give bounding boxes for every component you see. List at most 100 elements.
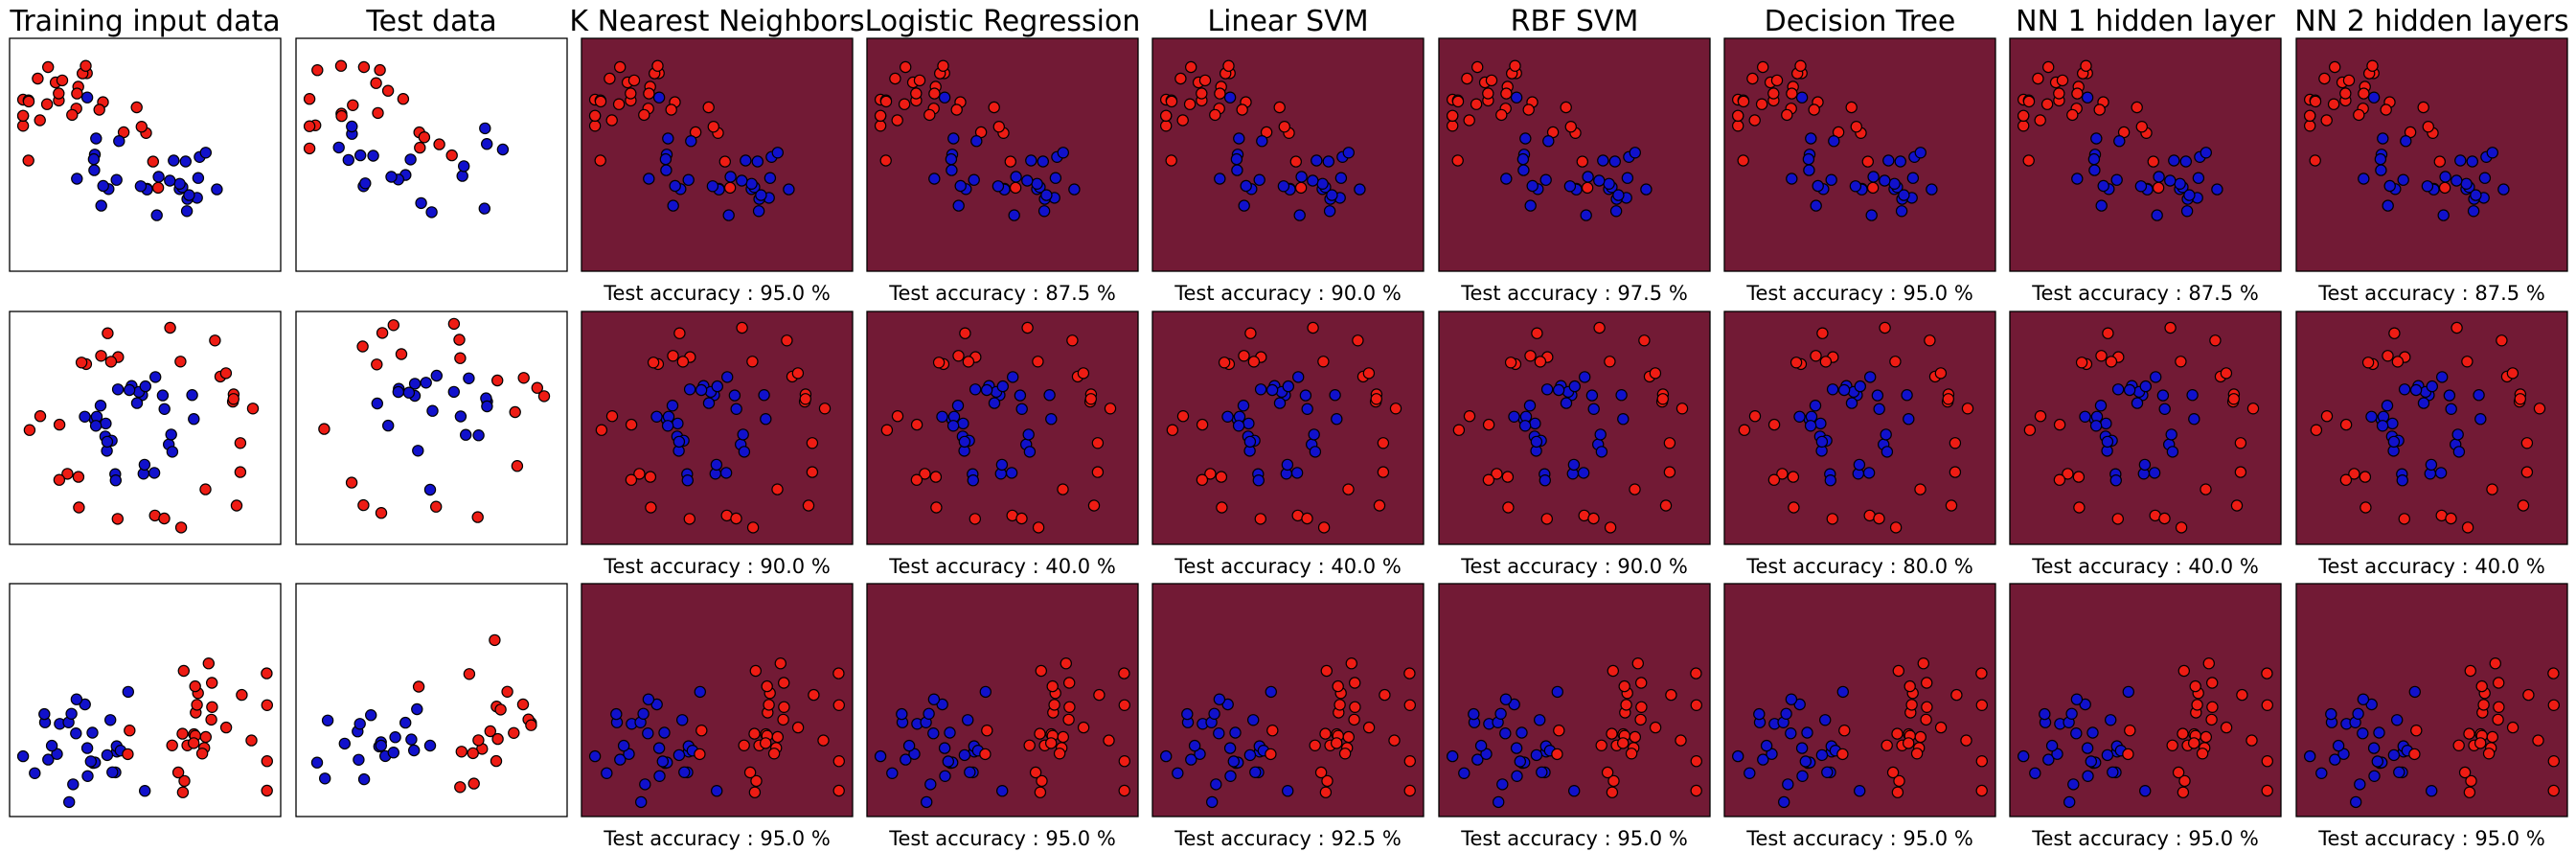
data-point [818,403,832,415]
data-point [460,428,472,441]
data-point [1510,91,1523,104]
data-point [62,795,76,809]
data-point [2053,473,2066,486]
data-point [395,348,408,360]
data-point [1183,98,1197,110]
data-point [205,713,217,726]
panel-frame [1723,583,1996,817]
data-point [40,98,54,110]
data-point [910,418,923,431]
data-point [767,748,781,760]
accuracy-label: Test accuracy : 95.0 % [1745,827,1973,850]
data-point [2368,770,2381,783]
data-point [1604,521,1617,534]
panel-frame [581,583,854,817]
data-point [408,378,422,390]
data-point [1795,91,1809,104]
data-point [1629,147,1642,159]
data-point [1914,730,1927,744]
data-point [722,209,735,221]
data-point [2520,466,2534,478]
data-point [106,766,119,779]
data-point [1552,383,1565,397]
data-point [425,206,438,219]
data-point [303,142,316,155]
data-point [1519,132,1532,145]
data-point [1949,466,1962,478]
panel-2-3: Test accuracy : 95.0 % [866,583,1139,850]
data-point [1172,767,1184,780]
data-point [34,410,47,423]
data-point [2461,356,2473,368]
data-point [1607,774,1620,788]
data-point [2158,403,2171,415]
data-point [695,383,708,397]
panel-2-6: Test accuracy : 95.0 % [1723,583,1996,850]
data-point [2040,98,2054,110]
data-point [1629,730,1642,744]
data-point [942,755,955,768]
data-point [806,437,819,449]
data-point [123,383,136,397]
data-point [2382,199,2394,212]
data-point [463,668,476,680]
data-point [1252,474,1265,487]
data-point [1518,420,1532,432]
data-point [2245,734,2258,747]
data-point [1663,466,1676,478]
data-point [1022,428,1035,441]
column-title: RBF SVM [1511,5,1639,38]
panel-frame [9,583,282,817]
data-point [1516,726,1528,739]
data-point [2168,154,2180,167]
data-point [2486,147,2498,159]
data-point [2089,420,2103,432]
data-point [71,87,83,100]
data-point [42,753,55,766]
data-point [1767,473,1781,486]
data-point [2387,748,2401,762]
data-point [1321,774,1334,788]
data-point [2475,679,2488,693]
panel-0-0 [9,37,282,272]
data-point [1500,87,1513,100]
data-point [2325,707,2337,721]
data-point [979,685,992,699]
data-point [2318,72,2331,85]
data-point [1861,155,1875,168]
data-point [1578,371,1591,383]
data-point [683,383,696,396]
data-point [601,767,613,780]
data-point [445,149,458,162]
data-point [2123,383,2136,397]
scatter-points [1731,657,1988,809]
data-point [2349,795,2362,809]
data-point [1914,483,1926,495]
data-point [1808,104,1820,116]
data-point [755,189,767,201]
panel-background [296,38,567,271]
panel-frame [1151,583,1425,817]
data-point [1755,98,1768,110]
data-point [1403,784,1416,797]
data-point [1805,132,1817,145]
data-point [321,714,334,727]
data-point [1881,739,1893,752]
data-point [1213,727,1225,740]
data-point [1634,677,1648,689]
data-point [375,739,387,752]
data-point [1330,737,1343,749]
data-point [2388,327,2401,339]
data-point [494,703,507,716]
data-point [2425,458,2438,472]
data-point [1215,471,1228,483]
data-point [1882,154,1895,167]
data-point [87,152,101,166]
data-point [177,664,190,678]
data-point [1362,721,1376,734]
panel-frame [866,311,1139,545]
data-point [1205,795,1219,809]
data-point [1311,154,1323,167]
data-point [1282,380,1295,393]
data-point [2329,753,2341,766]
